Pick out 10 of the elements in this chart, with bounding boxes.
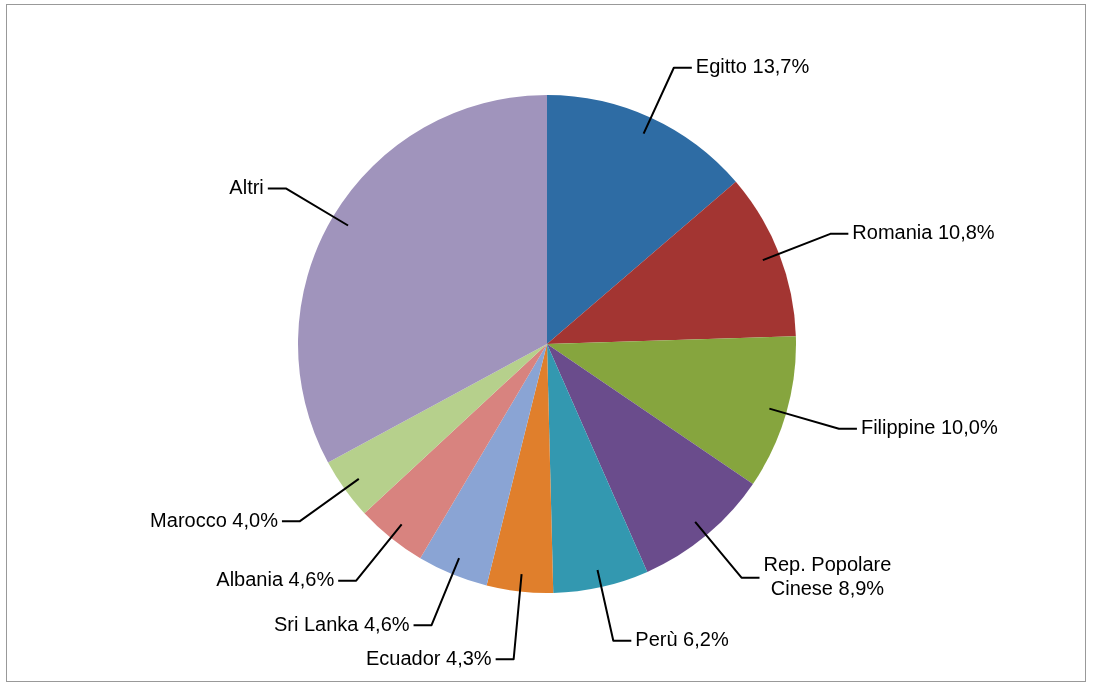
slice-label: Rep. Popolare Cinese 8,9% (763, 553, 892, 600)
slice-label: Altri (229, 175, 264, 198)
slice-label: Sri Lanka 4,6% (273, 612, 410, 635)
slice-label: Ecuador 4,3% (366, 646, 492, 669)
slice-label: Egitto 13,7% (695, 55, 810, 78)
slice-label: Romania 10,8% (852, 221, 995, 244)
slice-label: Marocco 4,0% (150, 508, 279, 531)
slice-label: Perù 6,2% (635, 628, 729, 651)
slice-label: Albania 4,6% (216, 568, 335, 591)
slice-label: Filippine 10,0% (860, 416, 998, 439)
